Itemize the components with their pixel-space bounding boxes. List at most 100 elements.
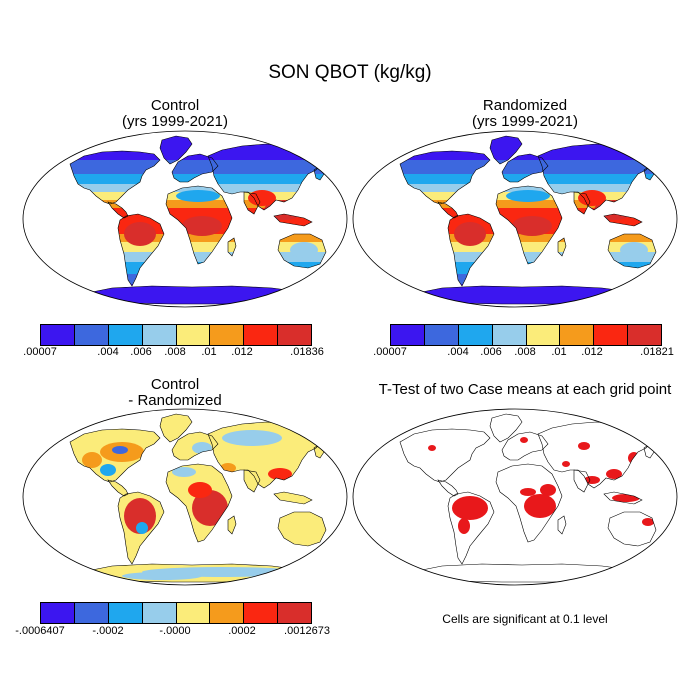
field-australia (608, 234, 656, 268)
field-japan-band-11 (352, 274, 678, 284)
colorbar-control-swatch-6 (244, 325, 279, 345)
field-africa-band-5 (166, 200, 232, 208)
field-africa-band-7 (496, 234, 562, 242)
field-africa-spot-1 (182, 216, 222, 236)
diff-southAmerica-patch-0 (124, 498, 156, 534)
panel-title-difference-line2: - Randomized (128, 392, 222, 409)
map-difference (22, 408, 348, 586)
colorbar-difference (40, 602, 312, 624)
diff-madagascar-patch-16 (312, 430, 332, 442)
coastline-southAmerica (117, 213, 165, 287)
colorbar-difference-label-4: .0012673 (284, 625, 330, 637)
map-difference-border (22, 408, 348, 586)
coastline-centralAmerica (437, 479, 459, 497)
coastline-europe (171, 431, 219, 461)
field-southAmerica-band-9 (448, 252, 494, 262)
field-northAmerica-band-0 (70, 151, 160, 160)
map-control-border (22, 130, 348, 308)
coastline-australia (607, 233, 657, 269)
diff-india (244, 470, 260, 492)
coastline-indonesia (273, 213, 313, 227)
field-madagascar-band-7 (558, 238, 566, 242)
field-africa-band-9 (496, 252, 562, 262)
coastline-madagascar (227, 515, 237, 535)
diff-antarctica-patch-14 (122, 572, 202, 580)
field-africa-band-11 (22, 274, 348, 284)
coastline-europe (171, 153, 219, 183)
coastline-nz (331, 259, 341, 277)
coastline-centralAmerica (437, 201, 459, 219)
panel-title-control-line1: Control (150, 97, 200, 114)
colorbar-difference-swatch-7 (278, 603, 311, 623)
field-asia-band-11 (22, 274, 348, 284)
ttest-land-india (574, 470, 590, 492)
colorbar-control-swatch-0 (41, 325, 75, 345)
field-asia-band-2 (208, 174, 322, 184)
colorbar-control-label-3: .008 (164, 346, 186, 358)
diff-northAmerica-patch-4 (82, 452, 102, 468)
colorbar-randomized-swatch-3 (492, 325, 527, 345)
field-madagascar (558, 238, 566, 256)
colorbar-difference-label-1: -.0002 (92, 625, 124, 637)
diff-india-base (244, 470, 260, 492)
map-ttest (352, 408, 678, 586)
coastline-nz (331, 537, 341, 555)
field-india-band-5 (574, 200, 590, 208)
field-northAmerica-band-5 (400, 200, 490, 204)
panel-title-control-line2: (yrs 1999-2021) (122, 113, 228, 130)
field-centralAmerica-band-6 (438, 208, 458, 218)
field-antarctica-band-12 (82, 286, 318, 304)
panel-title-control: Control (yrs 1999-2021) (50, 98, 300, 130)
field-indonesia-band-11 (352, 274, 678, 284)
field-europe-band-1 (502, 160, 548, 174)
field-africa-band-3 (496, 186, 562, 192)
field-australia-band-11 (22, 274, 348, 284)
diff-northAmerica-patch-16 (312, 430, 332, 442)
diff-asia-patch-5 (222, 430, 282, 446)
field-india-band-5 (244, 200, 260, 208)
field-japan-band-2 (314, 174, 324, 180)
colorbar-difference-swatch-1 (74, 603, 109, 623)
field-europe-band-0 (502, 154, 548, 160)
panel-title-randomized-line2: (yrs 1999-2021) (472, 113, 578, 130)
colorbar-control-label-6: .01836 (290, 346, 324, 358)
diff-madagascar (228, 430, 332, 534)
field-greenland-band-0 (490, 136, 522, 160)
panel-title-difference: Control - Randomized (50, 377, 300, 409)
significant-cells-2 (524, 494, 556, 518)
colorbar-difference-label-2: -.0000 (159, 625, 191, 637)
coastline-australia (277, 233, 327, 269)
significant-cells-8 (520, 437, 528, 443)
diff-africa-patch-2 (188, 482, 212, 498)
field-australia-band-7 (608, 234, 656, 242)
coastline-greenland (159, 135, 193, 165)
coastline-greenland (489, 135, 523, 165)
field-india-band-11 (22, 274, 348, 284)
ttest-land-europe (502, 432, 548, 460)
ttest-land-nz (662, 538, 670, 554)
field-northAmerica-band-4 (70, 192, 160, 200)
field-asia-band-3 (208, 184, 322, 192)
coastline-centralAmerica (107, 201, 129, 219)
field-australia (22, 234, 348, 284)
diff-southAmerica-patch-12 (136, 522, 148, 534)
colorbar-control-label-4: .01 (201, 346, 217, 358)
field-centralAmerica-band-6 (108, 208, 128, 218)
field-japan-band-2 (644, 174, 654, 180)
coastline-india (573, 469, 591, 493)
field-northAmerica-band-2 (70, 174, 160, 184)
diff-africa-patch-1 (192, 490, 228, 526)
coastline-northAmerica (399, 428, 491, 483)
colorbar-difference-swatch-3 (142, 603, 177, 623)
field-northAmerica-band-3 (400, 184, 490, 192)
diff-australia-patch-16 (312, 430, 332, 442)
significant-cells-12 (642, 518, 654, 526)
coastline-europe (501, 431, 549, 461)
field-australia-dry-2 (290, 242, 318, 258)
colorbar-control-swatch-4 (176, 325, 211, 345)
field-northAmerica (400, 151, 490, 204)
colorbar-control-label-5: .012 (231, 346, 253, 358)
colorbar-control-swatch-1 (74, 325, 109, 345)
diff-japan (314, 444, 324, 458)
field-southAmerica-band-11 (118, 274, 164, 284)
